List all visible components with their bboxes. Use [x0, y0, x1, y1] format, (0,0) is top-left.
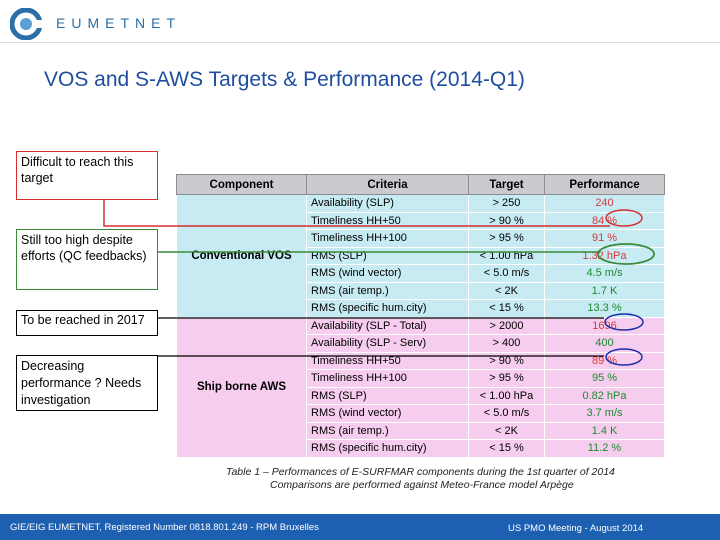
table-row: RMS (specific hum.city) < 15 % 13.3 % [177, 299, 665, 318]
target-cell: > 2000 [468, 316, 545, 335]
performance-cell: 1696 [544, 316, 665, 335]
table-row: RMS (wind vector) < 5.0 m/s 4.5 m/s [177, 264, 665, 283]
criteria-cell: RMS (wind vector) [306, 404, 469, 423]
criteria-cell: RMS (specific hum.city) [306, 439, 469, 458]
eumetnet-logo-icon [10, 8, 42, 40]
performance-cell: 3.7 m/s [544, 404, 665, 423]
table-row: Conventional VOS Availability (SLP) > 25… [176, 194, 665, 318]
table-caption: Table 1 – Performances of E-SURFMAR comp… [226, 466, 615, 492]
criteria-cell: Timeliness HH+50 [306, 211, 469, 230]
criteria-cell: RMS (SLP) [306, 386, 469, 405]
table-row: Availability (SLP - Serv) > 400 400 [177, 334, 665, 353]
component-ship-aws: Ship borne AWS [176, 316, 307, 458]
performance-cell: 1.4 K [544, 421, 665, 440]
criteria-cell: Availability (SLP - Total) [306, 316, 469, 335]
note-still-high: Still too high despite efforts (QC feedb… [16, 229, 158, 290]
target-cell: > 95 % [468, 229, 545, 248]
criteria-cell: Timeliness HH+100 [306, 229, 469, 248]
footer-bar: GIE/EIG EUMETNET, Registered Number 0818… [0, 514, 720, 540]
performance-cell: 0.82 hPa [544, 386, 665, 405]
target-cell: < 5.0 m/s [468, 404, 545, 423]
target-cell: < 1.00 hPa [468, 246, 545, 265]
header-criteria: Criteria [306, 174, 469, 195]
performance-cell: 84 % [544, 211, 665, 230]
target-cell: > 90 % [468, 351, 545, 370]
criteria-cell: Timeliness HH+50 [306, 351, 469, 370]
target-cell: < 1.00 hPa [468, 386, 545, 405]
target-cell: > 95 % [468, 369, 545, 388]
performance-cell: 1.7 K [544, 281, 665, 300]
performance-cell: 95 % [544, 369, 665, 388]
target-cell: < 5.0 m/s [468, 264, 545, 283]
note-to-be-reached: To be reached in 2017 [16, 310, 158, 336]
performance-table: Component Criteria Target Performance Co… [176, 174, 665, 458]
target-cell: > 400 [468, 334, 545, 353]
page-title: VOS and S-AWS Targets & Performance (201… [44, 68, 525, 91]
criteria-cell: Availability (SLP) [306, 194, 469, 213]
target-cell: < 2K [468, 421, 545, 440]
criteria-cell: Availability (SLP - Serv) [306, 334, 469, 353]
performance-cell: 4.5 m/s [544, 264, 665, 283]
performance-cell: 1.32 hPa [544, 246, 665, 265]
criteria-cell: RMS (SLP) [306, 246, 469, 265]
criteria-cell: RMS (air temp.) [306, 421, 469, 440]
performance-cell: 11.2 % [544, 439, 665, 458]
table-row: Ship borne AWS Availability (SLP - Total… [176, 316, 665, 458]
criteria-cell: RMS (air temp.) [306, 281, 469, 300]
performance-cell: 240 [544, 194, 665, 213]
table-row: Timeliness HH+100 > 95 % 95 % [177, 369, 665, 388]
performance-cell: 89 % [544, 351, 665, 370]
criteria-cell: RMS (wind vector) [306, 264, 469, 283]
performance-cell: 400 [544, 334, 665, 353]
table-row: RMS (air temp.) < 2K 1.4 K [177, 421, 665, 440]
target-cell: > 90 % [468, 211, 545, 230]
header-target: Target [468, 174, 545, 195]
brand-name: EUMETNET [56, 15, 181, 31]
criteria-cell: RMS (specific hum.city) [306, 299, 469, 318]
table-header-row: Component Criteria Target Performance [176, 174, 665, 195]
criteria-cell: Timeliness HH+100 [306, 369, 469, 388]
header-divider [0, 42, 720, 43]
header-component: Component [176, 174, 307, 195]
eumetnet-logo: EUMETNET [10, 6, 210, 42]
performance-cell: 13.3 % [544, 299, 665, 318]
component-vos: Conventional VOS [176, 194, 307, 318]
target-cell: > 250 [468, 194, 545, 213]
target-cell: < 15 % [468, 439, 545, 458]
header-performance: Performance [544, 174, 665, 195]
footer-meeting: US PMO Meeting - August 2014 [508, 523, 644, 534]
table-row: RMS (specific hum.city) < 15 % 11.2 % [177, 439, 665, 458]
performance-cell: 91 % [544, 229, 665, 248]
target-cell: < 15 % [468, 299, 545, 318]
note-difficult: Difficult to reach this target [16, 151, 158, 200]
caption-line-2: Comparisons are performed against Meteo-… [270, 479, 574, 491]
caption-line-1: Table 1 – Performances of E-SURFMAR comp… [226, 466, 615, 478]
target-cell: < 2K [468, 281, 545, 300]
table-row: RMS (air temp.) < 2K 1.7 K [177, 281, 665, 300]
table-row: RMS (wind vector) < 5.0 m/s 3.7 m/s [177, 404, 665, 423]
note-decreasing: Decreasing performance ? Needs investiga… [16, 355, 158, 411]
footer-registration: GIE/EIG EUMETNET, Registered Number 0818… [10, 522, 319, 533]
